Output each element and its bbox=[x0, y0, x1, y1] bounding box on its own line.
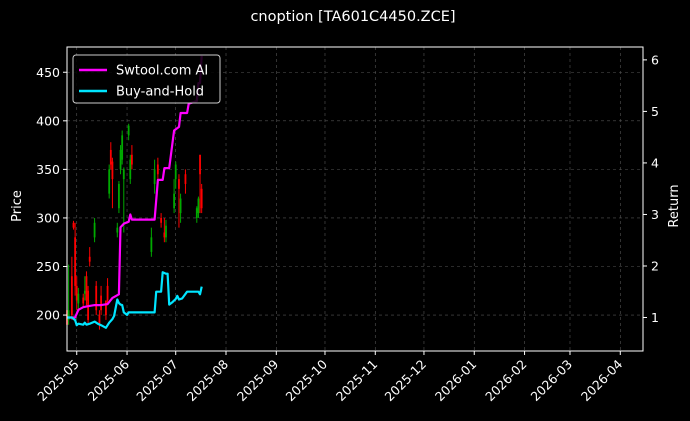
y-tick-label-right: 5 bbox=[651, 104, 659, 119]
candle-body bbox=[111, 161, 114, 180]
candle-body bbox=[165, 225, 167, 238]
candle-body bbox=[77, 293, 80, 304]
candle-body bbox=[95, 285, 98, 311]
y-tick-label-right: 3 bbox=[651, 207, 659, 222]
candle-body bbox=[118, 183, 120, 209]
strategy-line bbox=[67, 55, 203, 319]
candle-body bbox=[127, 125, 130, 136]
candle-body bbox=[100, 295, 102, 311]
candle-body bbox=[160, 217, 163, 223]
plot-frame bbox=[66, 46, 644, 352]
candle-body bbox=[74, 237, 77, 286]
y-axis-label-left: Price bbox=[10, 190, 25, 222]
candle-body bbox=[116, 227, 119, 233]
candle-body bbox=[82, 297, 85, 304]
y-tick-label-left: 350 bbox=[36, 162, 60, 177]
legend-label-strategy: Swtool.com AI bbox=[116, 64, 208, 79]
candle-body bbox=[131, 154, 133, 165]
candle-body bbox=[88, 256, 91, 262]
candle-body bbox=[75, 285, 78, 301]
candle-body bbox=[179, 198, 182, 214]
candle-body bbox=[156, 164, 159, 175]
candle-body bbox=[70, 276, 73, 316]
candle-body bbox=[200, 188, 203, 209]
candle-body bbox=[184, 174, 187, 184]
y-tick-label-right: 2 bbox=[651, 258, 659, 273]
candle-body bbox=[67, 310, 70, 320]
candle-body bbox=[173, 193, 175, 209]
candle-body bbox=[108, 169, 111, 194]
candle-body bbox=[109, 149, 112, 165]
candle-body bbox=[93, 222, 96, 238]
y-tick-label-left: 400 bbox=[36, 113, 60, 128]
y-tick-label-right: 1 bbox=[651, 310, 659, 325]
y-tick-label-left: 300 bbox=[36, 210, 60, 225]
candle-body bbox=[98, 315, 101, 325]
candle-body bbox=[178, 179, 180, 189]
candle-body bbox=[119, 149, 122, 170]
legend-box bbox=[72, 54, 221, 104]
candle-body bbox=[105, 300, 107, 316]
y-tick-label-left: 250 bbox=[36, 259, 60, 274]
y-tick-label-right: 6 bbox=[651, 52, 659, 67]
chart-title: cnoption [TA601C4450.ZCE] bbox=[250, 9, 455, 25]
candle-body bbox=[153, 169, 156, 184]
candle-body bbox=[122, 169, 125, 180]
benchmark-line bbox=[67, 271, 203, 329]
candlesticks bbox=[66, 123, 203, 330]
candle-body bbox=[121, 135, 124, 160]
candle-body bbox=[72, 222, 75, 228]
y-tick-label-left: 200 bbox=[36, 308, 60, 323]
candle-body bbox=[174, 164, 177, 180]
y-axis-label-right: Return bbox=[667, 184, 682, 227]
series-lines bbox=[67, 55, 203, 329]
y-tick-label-left: 450 bbox=[36, 65, 60, 80]
candle-body bbox=[197, 198, 200, 214]
candle-body bbox=[83, 290, 86, 294]
y-tick-label-right: 4 bbox=[651, 155, 659, 170]
candle-body bbox=[129, 159, 132, 180]
candle-body bbox=[195, 208, 198, 218]
legend: Swtool.com AI Buy-and-Hold bbox=[72, 54, 221, 104]
candle-body bbox=[199, 154, 201, 175]
legend-label-benchmark: Buy-and-Hold bbox=[116, 85, 204, 100]
candle-body bbox=[106, 285, 109, 301]
candle-body bbox=[85, 276, 88, 301]
candle-body bbox=[163, 232, 166, 238]
candle-body bbox=[150, 237, 153, 252]
